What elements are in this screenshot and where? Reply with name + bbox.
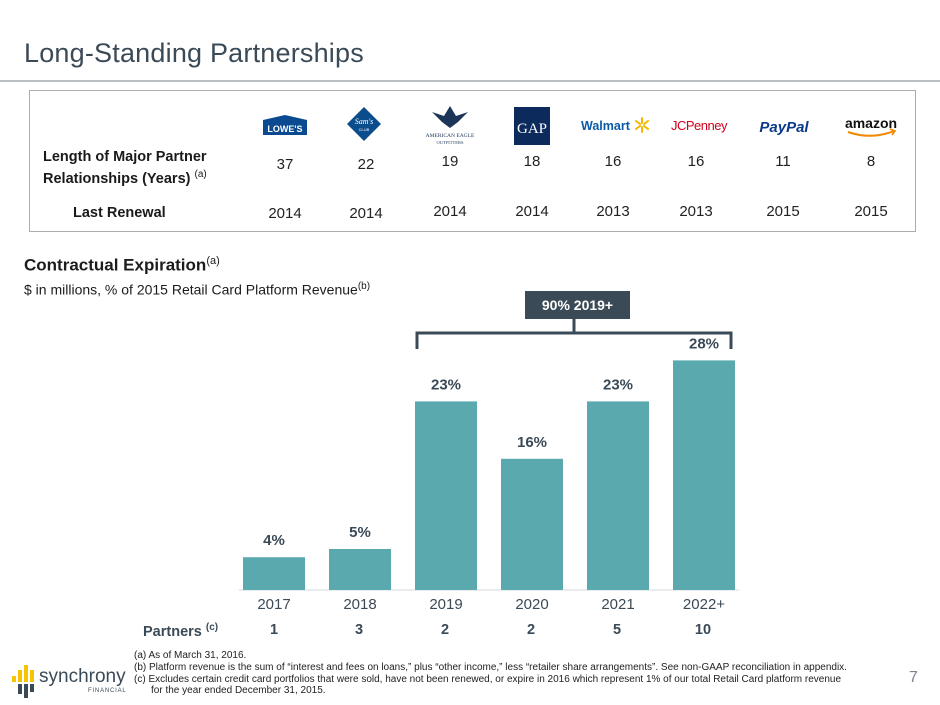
partners-count: 2 [440, 622, 450, 638]
row-label-length-line2: Relationships (Years) [43, 170, 191, 187]
years-cell: 16 [604, 153, 622, 170]
section-title: Contractual Expiration(a) [24, 255, 220, 276]
bar-2018 [329, 549, 391, 590]
bar-2019 [415, 401, 477, 590]
svg-text:Sam's: Sam's [355, 117, 374, 126]
svg-text:JCPenney: JCPenney [671, 118, 728, 133]
section-subtitle: $ in millions, % of 2015 Retail Card Pla… [24, 281, 370, 298]
row-label-length: Length of Major Partner Relationships (Y… [43, 148, 207, 188]
svg-text:AMERICAN EAGLE: AMERICAN EAGLE [426, 133, 475, 139]
category-label: 2020 [515, 596, 548, 613]
years-cell: 22 [357, 156, 375, 173]
page-number: 7 [909, 669, 918, 686]
svg-text:PayPal: PayPal [759, 119, 809, 136]
renewal-cell: 2014 [268, 205, 302, 222]
walmart-logo-icon: Walmart [581, 117, 649, 133]
section-title-note: (a) [206, 255, 220, 267]
section-subtitle-note: (b) [357, 281, 371, 292]
sams-club-logo-icon: Sam's CLUB [347, 107, 381, 141]
bar-value-label: 23% [431, 376, 461, 393]
gap-logo: GAP [512, 106, 552, 146]
years-cell: 37 [276, 156, 294, 173]
renewal-cell: 2015 [766, 203, 800, 220]
synchrony-logo: synchrony FINANCIAL [10, 658, 135, 705]
title-divider [0, 80, 940, 82]
category-label: 2021 [601, 596, 634, 613]
jcpenney-logo-icon: JCPenney [671, 118, 728, 133]
synchrony-logo-icon: synchrony FINANCIAL [12, 665, 127, 698]
bracket-line [415, 331, 733, 349]
svg-text:LOWE'S: LOWE'S [267, 124, 302, 134]
footnote-c-continued: for the year ended December 31, 2015. [151, 685, 326, 697]
svg-text:OUTFITTERS: OUTFITTERS [437, 140, 464, 145]
amazon-logo: amazon [838, 112, 904, 140]
renewal-cell: 2013 [596, 203, 630, 220]
partners-count: 5 [612, 622, 622, 638]
paypal-logo-icon: PayPal [759, 119, 809, 136]
svg-text:FINANCIAL: FINANCIAL [88, 688, 127, 694]
bar-2021 [587, 401, 649, 590]
row-label-note: (a) [194, 169, 207, 180]
partners-row-label: Partners (c) [143, 622, 218, 640]
partners-count: 3 [354, 622, 364, 638]
jcpenney-logo: JCPenney [664, 114, 734, 136]
years-cell: 19 [441, 153, 459, 170]
walmart-logo: Walmart [580, 114, 652, 136]
renewal-cell: 2013 [679, 203, 713, 220]
partners-label-note: (c) [205, 622, 219, 633]
row-label-length-line1: Length of Major Partner [43, 149, 207, 165]
bar-value-label: 5% [349, 524, 371, 541]
section-title-text: Contractual Expiration [24, 255, 207, 275]
amazon-logo-icon: amazon [845, 115, 897, 137]
bar-value-label: 4% [263, 532, 285, 549]
callout-badge: 90% 2019+ [525, 291, 630, 319]
bar-value-label: 23% [603, 376, 633, 393]
bar-value-label: 28% [689, 335, 719, 352]
footnotes: (a) As of March 31, 2016. (b) Platform r… [134, 650, 904, 697]
row-label-renewal: Last Renewal [73, 205, 166, 221]
category-label: 2019 [429, 596, 462, 613]
renewal-cell: 2014 [515, 203, 549, 220]
category-label: 2017 [257, 596, 290, 613]
svg-text:amazon: amazon [845, 115, 897, 131]
expiration-bar-chart: 4% 2017 5% 2018 23% 2019 16% 2020 23% 2021 28% 2022… [239, 319, 739, 613]
renewal-cell: 2014 [349, 205, 383, 222]
partners-table [29, 90, 916, 232]
bar-2017 [243, 557, 305, 590]
partners-label-text: Partners [143, 623, 202, 640]
lowes-logo: LOWE'S [255, 112, 315, 138]
sams-club-logo: Sam's CLUB [342, 104, 386, 144]
renewal-cell: 2014 [433, 203, 467, 220]
partners-count: 10 [694, 622, 712, 638]
bar-2022+ [673, 360, 735, 590]
years-cell: 11 [775, 153, 791, 170]
american-eagle-logo: AMERICAN EAGLE OUTFITTERS [416, 104, 484, 148]
footnote-c: (c) Excludes certain credit card portfol… [134, 673, 842, 685]
section-subtitle-text: $ in millions, % of 2015 Retail Card Pla… [24, 281, 358, 298]
footnote-a: (a) As of March 31, 2016. [134, 650, 247, 661]
paypal-logo: PayPal [752, 114, 816, 138]
svg-text:Walmart: Walmart [581, 119, 631, 133]
bar-2020 [501, 458, 563, 590]
years-cell: 8 [866, 153, 876, 170]
years-cell: 16 [687, 153, 705, 170]
svg-text:synchrony: synchrony [39, 666, 126, 687]
gap-logo-icon: GAP [514, 107, 550, 145]
american-eagle-logo-icon: AMERICAN EAGLE OUTFITTERS [426, 106, 475, 145]
bar-value-label: 16% [517, 434, 547, 451]
partners-count: 1 [269, 622, 279, 638]
lowes-logo-icon: LOWE'S [263, 115, 307, 135]
page-title: Long-Standing Partnerships [24, 38, 364, 68]
partners-count: 2 [526, 622, 536, 638]
category-label: 2022+ [683, 596, 725, 613]
category-label: 2018 [343, 596, 376, 613]
svg-text:CLUB: CLUB [359, 127, 370, 132]
renewal-cell: 2015 [854, 203, 888, 220]
years-cell: 18 [523, 153, 541, 170]
footnote-b: (b) Platform revenue is the sum of “inte… [134, 661, 847, 673]
svg-text:GAP: GAP [517, 121, 547, 137]
